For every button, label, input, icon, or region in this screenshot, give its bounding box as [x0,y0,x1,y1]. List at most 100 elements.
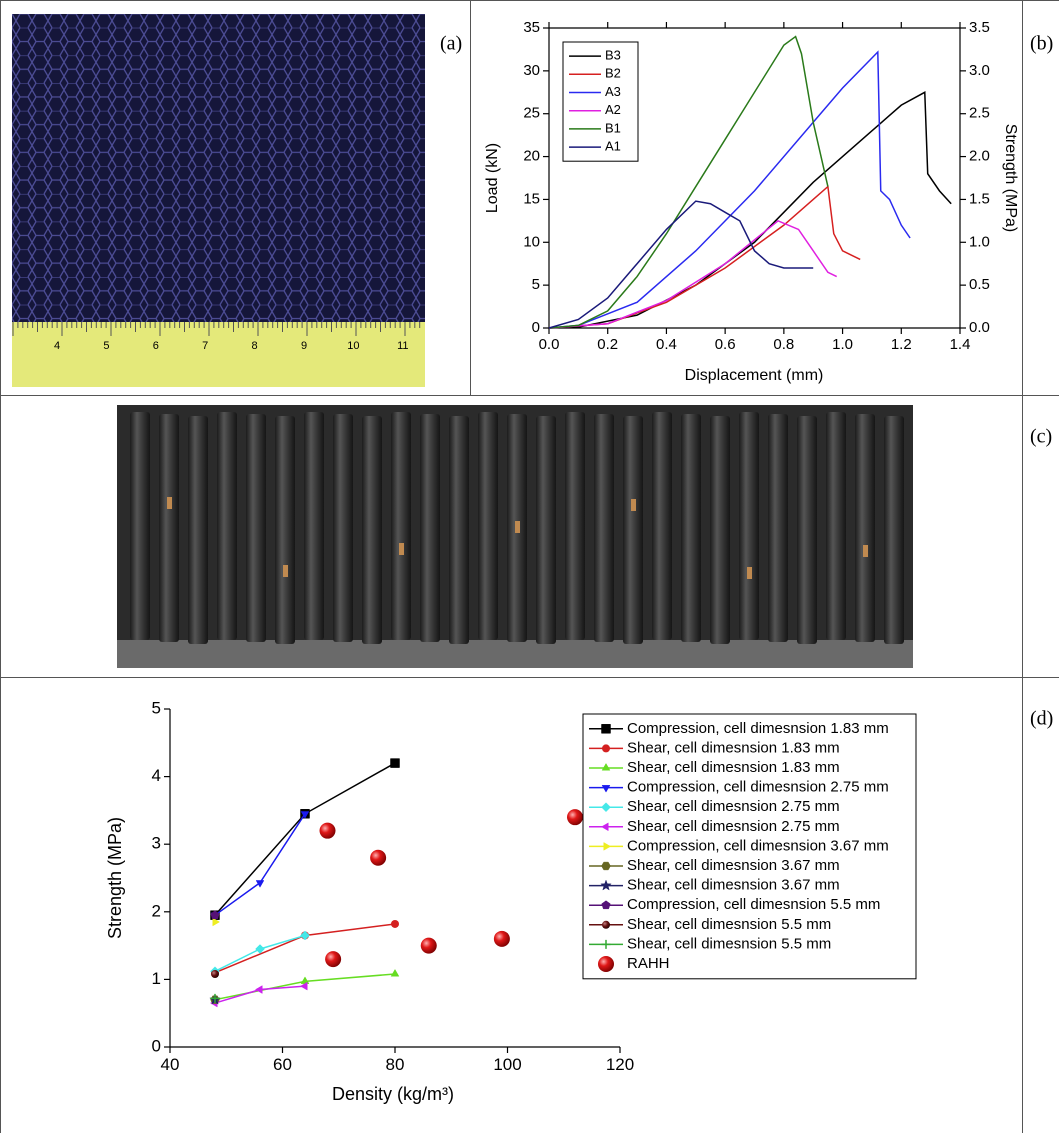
x-tick-label: 0.4 [656,336,677,353]
y-tick-label: 5 [152,698,161,717]
legend-box [562,41,639,162]
y-tick-label: 25 [523,105,540,122]
core-wall [391,412,411,640]
data-point [391,919,399,928]
legend-label: Shear, cell dimesnsion 3.67 mm [627,857,840,874]
series-line [548,185,861,329]
series-line [548,50,911,329]
core-wall [275,416,295,644]
data-point [390,758,400,768]
data-point [300,811,310,819]
legend-marker [601,785,611,793]
legend-marker [601,763,611,771]
core-wall [188,416,208,644]
data-point [300,976,310,984]
y-tick-label: 0 [532,319,540,336]
core-wall [246,414,266,642]
data-point [210,910,220,920]
y-tick-label: 15 [523,190,540,207]
core-wall [768,414,788,642]
legend-marker [600,879,612,891]
legend-marker [601,900,611,910]
x-tick-label: 0.0 [539,336,560,353]
y2-tick-label: 1.5 [969,190,990,207]
series-line [548,219,838,329]
data-point [493,930,510,947]
y-tick-label: 10 [523,233,540,250]
legend-label: Shear, cell dimesnsion 5.5 mm [627,916,831,933]
x-tick-label: 60 [273,1055,292,1074]
ruler-label: 4 [54,340,60,352]
x-tick-label: 0.6 [715,336,736,353]
legend-label: Compression, cell dimesnsion 3.67 mm [627,837,889,854]
core-wall [623,416,643,644]
y-tick-label: 2 [152,901,161,920]
legend-label: Shear, cell dimesnsion 1.83 mm [627,759,840,776]
core-wall [710,416,730,644]
panel-label: (a) [440,33,462,55]
y2-tick-label: 1.0 [969,233,990,250]
y-axis-label: Load (kN) [484,143,501,213]
ruler-label: 10 [347,340,359,352]
core-wall [884,416,904,644]
y2-tick-label: 2.0 [969,148,990,165]
data-point [300,930,310,941]
panel-label: (c) [1030,426,1052,448]
core-wall [826,412,846,640]
legend-label: A1 [605,139,621,154]
legend-marker [598,956,614,972]
legend-marker [601,822,609,832]
y2-tick-label: 0.5 [969,276,990,293]
legend-marker [601,724,611,734]
series-line [548,91,952,329]
legend-label: A2 [605,102,621,117]
x-tick-label: 100 [493,1055,521,1074]
y2-tick-label: 3.0 [969,62,990,79]
y2-tick-label: 3.5 [969,19,990,36]
debris [167,497,172,509]
photo-crushed-core [117,405,913,668]
core-wall [217,412,237,640]
data-point [210,993,220,1003]
photo-honeycomb [12,14,425,387]
core-wall [420,414,440,642]
data-point [325,951,342,968]
series-line [214,762,396,916]
legend-label: Compression, cell dimesnsion 5.5 mm [627,896,880,913]
core-wall [536,416,556,644]
legend-marker [602,920,610,929]
x-tick-label: 1.0 [832,336,853,353]
legend-label: B3 [605,48,621,63]
debris [863,545,868,557]
debris [747,567,752,579]
ruler-label: 8 [252,340,258,352]
core-wall [594,414,614,642]
series-line [548,35,829,329]
core-wall [739,412,759,640]
core-wall [130,412,150,640]
x-tick-label: 1.2 [891,336,912,353]
ruler-label: 7 [202,340,208,352]
data-point [300,981,308,991]
debris [283,565,288,577]
data-point [211,969,219,978]
ruler-label: 9 [301,340,307,352]
ruler-label: 6 [153,340,159,352]
legend-box [582,713,917,980]
data-point [212,917,220,927]
data-point [319,822,336,839]
legend-label: Shear, cell dimesnsion 1.83 mm [627,739,840,756]
legend-marker [601,861,611,871]
legend-label: Shear, cell dimesnsion 2.75 mm [627,798,840,815]
series-line [548,200,814,329]
y2-tick-label: 0.0 [969,319,990,336]
x-axis-label: Density (kg/m³) [332,1084,454,1104]
y-tick-label: 1 [152,969,161,988]
ruler-label: 5 [103,340,109,352]
data-point [370,849,387,866]
legend-label: Shear, cell dimesnsion 2.75 mm [627,818,840,835]
y-tick-label: 20 [523,148,540,165]
debris [631,499,636,511]
debris [399,543,404,555]
y-tick-label: 4 [152,766,161,785]
